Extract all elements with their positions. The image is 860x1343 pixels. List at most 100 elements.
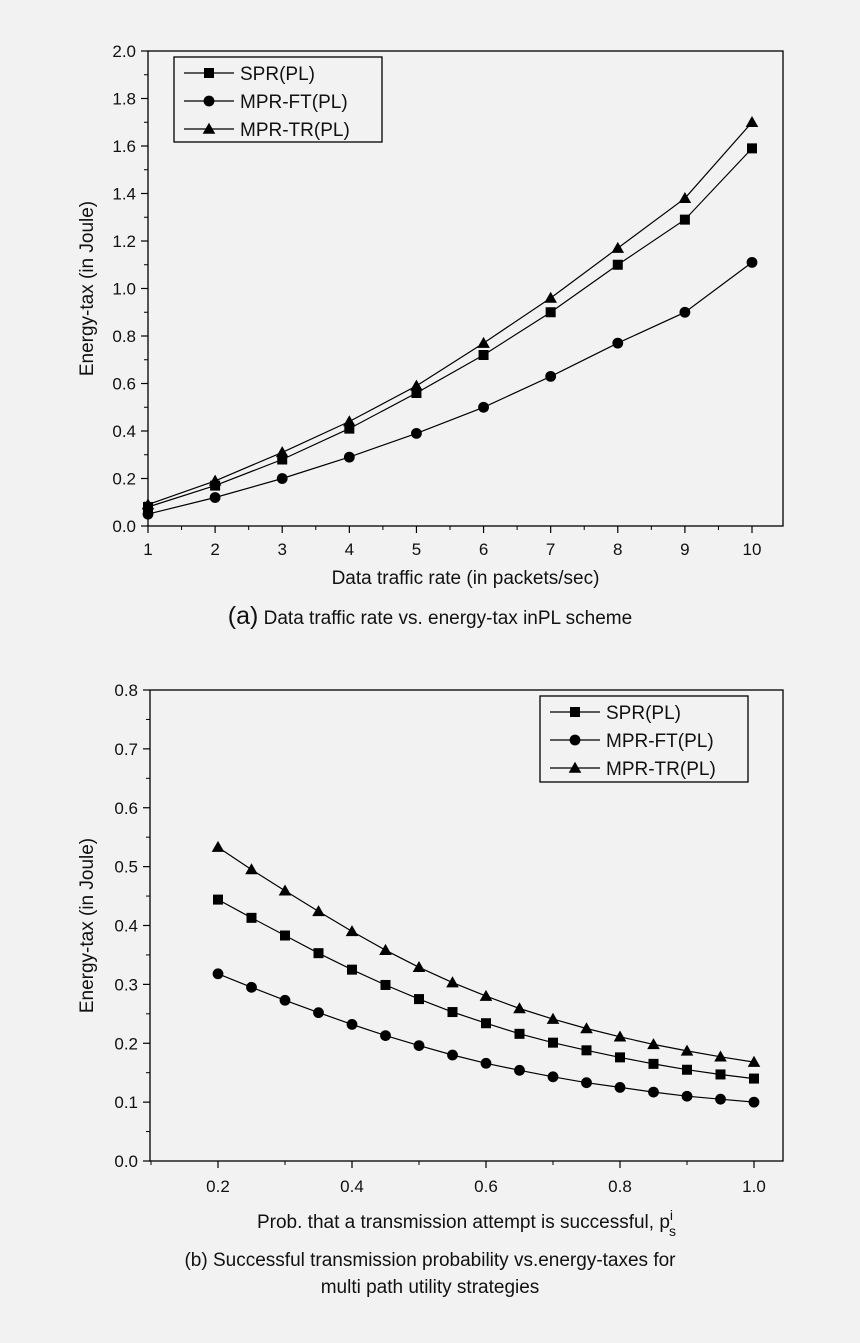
data-point-b-1 bbox=[514, 1064, 525, 1076]
data-point-a-1 bbox=[209, 492, 221, 503]
legend-label-a-1: MPR-FT(PL) bbox=[240, 92, 348, 113]
data-point-b-2 bbox=[379, 943, 392, 955]
data-point-b-0 bbox=[447, 1007, 458, 1018]
x-tick-label-a: 5 bbox=[412, 540, 421, 559]
data-point-b-0 bbox=[246, 912, 257, 923]
data-point-b-0 bbox=[481, 1018, 491, 1029]
data-point-b-2 bbox=[412, 961, 426, 973]
y-axis-label-b: Energy-tax (in Joule) bbox=[77, 838, 98, 1013]
data-point-a-1 bbox=[411, 427, 422, 439]
x-axis-label-b: Prob. that a transmission attempt is suc… bbox=[257, 1207, 676, 1239]
data-point-b-0 bbox=[548, 1037, 558, 1048]
data-point-b-1 bbox=[447, 1049, 458, 1061]
data-point-b-1 bbox=[246, 981, 257, 993]
series-line-a-0 bbox=[147, 147, 753, 508]
legend-marker-a-0 bbox=[204, 68, 214, 78]
series-line-b-2 bbox=[217, 846, 755, 1063]
data-point-b-0 bbox=[682, 1064, 692, 1075]
data-point-a-1 bbox=[142, 508, 154, 520]
y-tick-label-a: 1.4 bbox=[112, 185, 136, 204]
data-point-b-0 bbox=[414, 994, 424, 1005]
y-tick-label-b: 0.2 bbox=[114, 1034, 138, 1053]
y-tick-label-a: 1.2 bbox=[112, 232, 136, 251]
data-point-b-2 bbox=[747, 1055, 761, 1067]
data-point-b-1 bbox=[212, 968, 224, 980]
caption-b-label: (b) bbox=[184, 1250, 208, 1271]
x-tick-label-a: 1 bbox=[143, 540, 152, 559]
x-tick-label-a: 7 bbox=[546, 540, 555, 559]
data-point-a-2 bbox=[343, 415, 356, 427]
data-point-a-0 bbox=[478, 350, 489, 360]
data-point-b-0 bbox=[280, 930, 290, 941]
data-point-a-2 bbox=[275, 446, 289, 458]
caption-a-label: (a) bbox=[227, 602, 259, 630]
data-point-b-0 bbox=[514, 1028, 525, 1039]
data-point-b-0 bbox=[313, 948, 324, 959]
data-point-a-2 bbox=[410, 379, 423, 391]
data-point-b-2 bbox=[580, 1022, 593, 1034]
data-point-b-2 bbox=[312, 905, 325, 917]
caption-b-text-line1: Successful transmission probability vs.e… bbox=[212, 1250, 676, 1271]
x-axis-label-a: Data traffic rate (in packets/sec) bbox=[332, 568, 600, 589]
data-point-b-0 bbox=[213, 894, 223, 905]
data-point-b-1 bbox=[279, 994, 291, 1006]
x-tick-label-b: 0.4 bbox=[340, 1177, 364, 1196]
y-tick-label-b: 0.8 bbox=[114, 681, 138, 700]
legend-marker-a-1 bbox=[203, 95, 215, 107]
y-tick-label-b: 0.4 bbox=[114, 917, 138, 936]
data-point-b-1 bbox=[313, 1007, 324, 1019]
x-tick-label-a: 8 bbox=[613, 540, 622, 559]
y-tick-label-b: 0.5 bbox=[114, 858, 138, 877]
data-point-a-2 bbox=[208, 474, 222, 486]
x-tick-label-a: 10 bbox=[743, 540, 762, 559]
series-line-b-0 bbox=[217, 899, 755, 1080]
data-point-a-2 bbox=[477, 336, 490, 348]
data-point-a-2 bbox=[544, 291, 557, 303]
data-point-a-2 bbox=[678, 191, 692, 203]
x-tick-label-a: 6 bbox=[479, 540, 488, 559]
data-point-b-0 bbox=[715, 1069, 726, 1080]
y-axis-label-a: Energy-tax (in Joule) bbox=[77, 201, 98, 376]
data-point-b-0 bbox=[347, 964, 357, 975]
data-point-b-1 bbox=[581, 1077, 592, 1089]
y-tick-label-b: 0.0 bbox=[114, 1152, 138, 1171]
data-point-b-0 bbox=[749, 1073, 759, 1084]
data-point-a-0 bbox=[411, 388, 422, 398]
legend-label-a-0: SPR(PL) bbox=[240, 64, 315, 85]
y-tick-label-a: 0.2 bbox=[112, 470, 136, 489]
data-point-b-2 bbox=[546, 1012, 560, 1024]
y-tick-label-a: 1.8 bbox=[112, 90, 136, 109]
y-tick-label-a: 0.4 bbox=[112, 422, 136, 441]
data-point-a-0 bbox=[612, 259, 623, 270]
data-point-b-2 bbox=[278, 884, 292, 896]
legend-label-b-1: MPR-FT(PL) bbox=[606, 731, 714, 752]
data-point-a-0 bbox=[679, 214, 690, 225]
data-point-b-1 bbox=[614, 1082, 626, 1093]
data-point-a-2 bbox=[141, 498, 155, 510]
legend-marker-b-1 bbox=[569, 734, 581, 746]
data-point-b-1 bbox=[715, 1093, 726, 1105]
data-point-a-1 bbox=[612, 337, 624, 349]
x-tick-label-b: 0.8 bbox=[608, 1177, 632, 1196]
data-point-b-0 bbox=[380, 979, 391, 990]
data-point-b-2 bbox=[513, 1002, 526, 1014]
data-point-b-0 bbox=[648, 1058, 659, 1069]
data-point-a-0 bbox=[277, 454, 288, 465]
data-point-a-1 bbox=[276, 473, 288, 484]
data-point-a-0 bbox=[747, 143, 757, 154]
caption-b-line1: (b) Successful transmission probability … bbox=[0, 1247, 860, 1274]
data-point-a-1 bbox=[545, 370, 557, 382]
data-point-b-1 bbox=[380, 1030, 391, 1041]
data-point-b-2 bbox=[345, 925, 359, 937]
data-point-b-2 bbox=[714, 1050, 727, 1062]
data-point-a-1 bbox=[746, 256, 758, 268]
y-tick-label-b: 0.3 bbox=[114, 975, 138, 994]
series-line-a-1 bbox=[147, 261, 753, 515]
data-point-b-2 bbox=[446, 976, 459, 988]
data-point-b-2 bbox=[479, 989, 493, 1001]
data-point-b-1 bbox=[413, 1040, 425, 1052]
x-tick-label-a: 4 bbox=[345, 540, 354, 559]
data-point-b-2 bbox=[647, 1038, 660, 1050]
data-point-a-1 bbox=[343, 451, 355, 463]
